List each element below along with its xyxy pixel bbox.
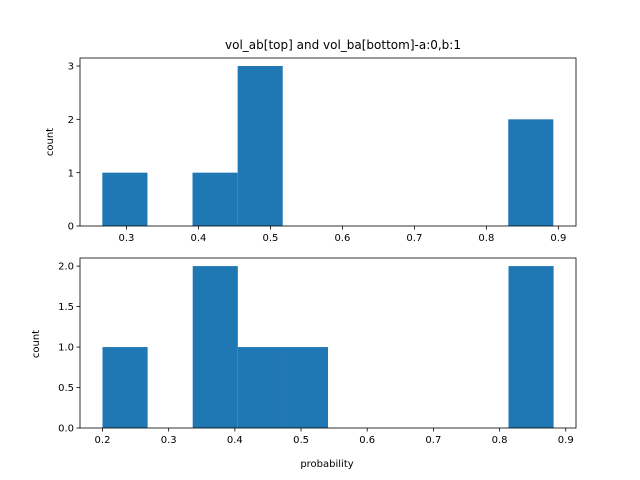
top-x-axis-ticks: 0.3 0.4 0.5 0.6 0.7 0.8 0.9 [118,226,566,244]
bottom-x-tick-label: 0.9 [558,435,574,446]
top-y-axis-label: count [45,128,56,156]
chart-title: vol_ab[top] and vol_ba[bottom]-a:0,b:1 [225,38,461,52]
top-plot-frame [79,57,577,227]
bottom-x-tick-label: 0.8 [492,435,508,446]
top-histogram-bar-3 [237,66,283,226]
bottom-y-tick-label: 0.0 [58,424,74,435]
bottom-y-tick-label: 1.5 [58,302,74,313]
top-x-tick-label: 0.4 [190,233,206,244]
bottom-x-tick-label: 0.2 [95,435,111,446]
bottom-y-axis-label: count [31,330,42,358]
top-x-tick-label: 0.5 [262,233,278,244]
bottom-histogram-bar-0 [102,347,148,428]
bottom-x-tick-label: 0.6 [359,435,375,446]
bottom-x-tick-label: 0.7 [425,435,441,446]
top-x-tick-label: 0.9 [550,233,566,244]
top-x-tick-label: 0.7 [406,233,422,244]
bottom-x-tick-label: 0.4 [227,435,243,446]
top-histogram-bar-2 [192,172,238,226]
top-y-tick-label: 1 [68,168,74,179]
bottom-y-tick-label: 0.5 [58,383,74,394]
bottom-histogram-bar-4 [282,347,329,428]
bottom-x-axis-label: probability [300,459,353,470]
top-y-tick-label: 2 [68,115,74,126]
bottom-histogram-bar-2 [192,266,238,428]
top-histogram-bar-0 [102,172,148,226]
bottom-y-tick-label: 1.0 [58,343,74,354]
top-x-tick-label: 0.6 [334,233,350,244]
bottom-x-axis-ticks: 0.2 0.3 0.4 0.5 0.6 0.7 0.8 0.9 [95,428,574,446]
top-histogram-bar-9 [508,119,554,226]
bottom-y-axis-ticks: 0.0 0.5 1.0 1.5 2.0 [58,262,80,435]
top-y-axis-ticks: 0 1 2 3 [68,62,80,233]
top-x-tick-label: 0.3 [118,233,134,244]
bottom-histogram-panel: probability count 0.2 0.3 0.4 0.5 0.6 0.7 0.8 0… [31,257,577,470]
bottom-plot-frame [79,257,577,429]
bottom-histogram-bar-9 [508,266,554,428]
top-y-tick-label: 3 [68,62,74,73]
top-y-tick-label: 0 [68,222,74,233]
top-histogram-panel: vol_ab[top] and vol_ba[bottom]-a:0,b:1 c… [45,38,577,244]
bottom-y-tick-label: 2.0 [58,262,74,273]
bottom-x-tick-label: 0.3 [161,435,177,446]
top-histogram-bars [102,66,554,226]
top-x-tick-label: 0.8 [478,233,494,244]
bottom-histogram-bar-3 [237,347,283,428]
bottom-x-tick-label: 0.5 [293,435,309,446]
bottom-histogram-bars [102,266,554,428]
